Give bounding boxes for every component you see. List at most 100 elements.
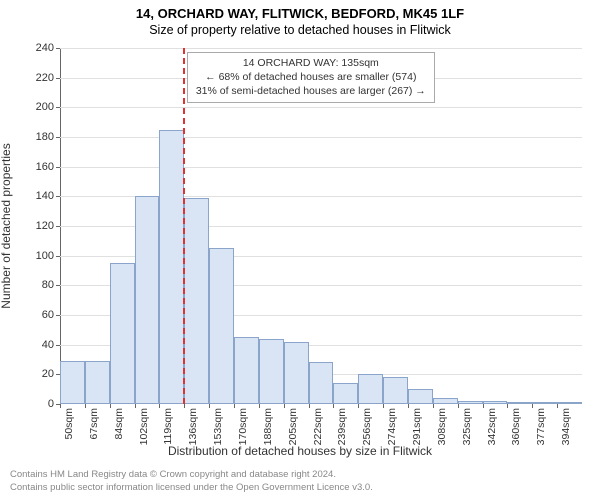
x-tick-mark bbox=[60, 404, 61, 408]
x-tick-label: 67sqm bbox=[88, 408, 100, 440]
y-tick-label: 40 bbox=[14, 339, 54, 351]
y-tick-label: 100 bbox=[14, 250, 54, 262]
x-tick-label: 291sqm bbox=[411, 408, 423, 445]
histogram-bar bbox=[433, 398, 458, 404]
x-tick-mark bbox=[408, 404, 409, 408]
histogram-bar bbox=[483, 401, 508, 404]
x-tick-label: 119sqm bbox=[162, 408, 174, 445]
y-tick-mark bbox=[56, 196, 60, 197]
y-tick-label: 60 bbox=[14, 309, 54, 321]
x-tick-label: 170sqm bbox=[237, 408, 249, 445]
y-tick-mark bbox=[56, 78, 60, 79]
x-tick-label: 50sqm bbox=[63, 408, 75, 440]
histogram-bar bbox=[259, 339, 284, 404]
histogram-bar bbox=[532, 402, 557, 404]
plot-surface: 50sqm67sqm84sqm102sqm119sqm136sqm153sqm1… bbox=[60, 48, 582, 404]
x-tick-mark bbox=[259, 404, 260, 408]
credits: Contains HM Land Registry data © Crown c… bbox=[10, 469, 373, 494]
x-tick-label: 308sqm bbox=[436, 408, 448, 445]
x-tick-label: 377sqm bbox=[535, 408, 547, 445]
x-tick-mark bbox=[383, 404, 384, 408]
x-tick-label: 153sqm bbox=[212, 408, 224, 445]
y-tick-label: 180 bbox=[14, 131, 54, 143]
histogram-bar bbox=[309, 362, 334, 404]
grid-line bbox=[60, 137, 582, 138]
x-tick-label: 239sqm bbox=[336, 408, 348, 445]
x-tick-mark bbox=[458, 404, 459, 408]
annotation-line: 14 ORCHARD WAY: 135sqm bbox=[196, 56, 426, 70]
histogram-bar bbox=[383, 377, 408, 404]
x-tick-label: 136sqm bbox=[187, 408, 199, 445]
x-tick-mark bbox=[309, 404, 310, 408]
y-tick-label: 220 bbox=[14, 72, 54, 84]
y-tick-label: 140 bbox=[14, 190, 54, 202]
x-tick-label: 274sqm bbox=[386, 408, 398, 445]
x-tick-mark bbox=[483, 404, 484, 408]
x-tick-label: 360sqm bbox=[510, 408, 522, 445]
chart-container: 14, ORCHARD WAY, FLITWICK, BEDFORD, MK45… bbox=[0, 0, 600, 500]
y-tick-mark bbox=[56, 345, 60, 346]
y-tick-mark bbox=[56, 285, 60, 286]
histogram-bar bbox=[209, 248, 234, 404]
y-tick-label: 80 bbox=[14, 279, 54, 291]
histogram-bar bbox=[507, 402, 532, 404]
x-tick-label: 325sqm bbox=[461, 408, 473, 445]
x-tick-mark bbox=[557, 404, 558, 408]
histogram-bar bbox=[557, 402, 582, 404]
x-tick-mark bbox=[135, 404, 136, 408]
x-tick-label: 102sqm bbox=[138, 408, 150, 445]
y-tick-mark bbox=[56, 48, 60, 49]
y-tick-label: 200 bbox=[14, 101, 54, 113]
x-tick-label: 188sqm bbox=[262, 408, 274, 445]
x-tick-mark bbox=[184, 404, 185, 408]
y-tick-label: 0 bbox=[14, 398, 54, 410]
histogram-bar bbox=[110, 263, 135, 404]
grid-line bbox=[60, 167, 582, 168]
histogram-bar bbox=[135, 196, 160, 404]
y-tick-label: 20 bbox=[14, 368, 54, 380]
x-tick-mark bbox=[333, 404, 334, 408]
annotation-box: 14 ORCHARD WAY: 135sqm← 68% of detached … bbox=[187, 52, 435, 103]
grid-line bbox=[60, 107, 582, 108]
credit-line-1: Contains HM Land Registry data © Crown c… bbox=[10, 469, 373, 481]
x-tick-mark bbox=[532, 404, 533, 408]
x-tick-mark bbox=[433, 404, 434, 408]
y-tick-label: 160 bbox=[14, 161, 54, 173]
x-tick-mark bbox=[110, 404, 111, 408]
histogram-bar bbox=[408, 389, 433, 404]
x-tick-label: 394sqm bbox=[560, 408, 572, 445]
histogram-bar bbox=[458, 401, 483, 404]
x-tick-mark bbox=[85, 404, 86, 408]
chart-title: 14, ORCHARD WAY, FLITWICK, BEDFORD, MK45… bbox=[0, 0, 600, 21]
histogram-bar bbox=[333, 383, 358, 404]
y-tick-mark bbox=[56, 315, 60, 316]
histogram-bar bbox=[85, 361, 110, 404]
marker-line bbox=[183, 48, 185, 404]
x-tick-mark bbox=[209, 404, 210, 408]
plot-area: 50sqm67sqm84sqm102sqm119sqm136sqm153sqm1… bbox=[60, 48, 582, 404]
x-tick-label: 256sqm bbox=[361, 408, 373, 445]
histogram-bar bbox=[358, 374, 383, 404]
x-tick-mark bbox=[159, 404, 160, 408]
grid-line bbox=[60, 48, 582, 49]
histogram-bar bbox=[184, 198, 209, 404]
x-tick-mark bbox=[507, 404, 508, 408]
x-axis-title: Distribution of detached houses by size … bbox=[0, 444, 600, 458]
y-tick-mark bbox=[56, 226, 60, 227]
histogram-bar bbox=[60, 361, 85, 404]
histogram-bar bbox=[284, 342, 309, 404]
annotation-line: 31% of semi-detached houses are larger (… bbox=[196, 84, 426, 98]
x-tick-label: 84sqm bbox=[113, 408, 125, 440]
histogram-bar bbox=[234, 337, 259, 404]
x-tick-label: 222sqm bbox=[312, 408, 324, 445]
y-tick-mark bbox=[56, 256, 60, 257]
x-tick-label: 342sqm bbox=[486, 408, 498, 445]
y-tick-mark bbox=[56, 167, 60, 168]
y-tick-label: 240 bbox=[14, 42, 54, 54]
x-tick-mark bbox=[284, 404, 285, 408]
annotation-line: ← 68% of detached houses are smaller (57… bbox=[196, 70, 426, 84]
credit-line-2: Contains public sector information licen… bbox=[10, 482, 373, 494]
x-tick-label: 205sqm bbox=[287, 408, 299, 445]
x-tick-mark bbox=[234, 404, 235, 408]
y-tick-mark bbox=[56, 107, 60, 108]
